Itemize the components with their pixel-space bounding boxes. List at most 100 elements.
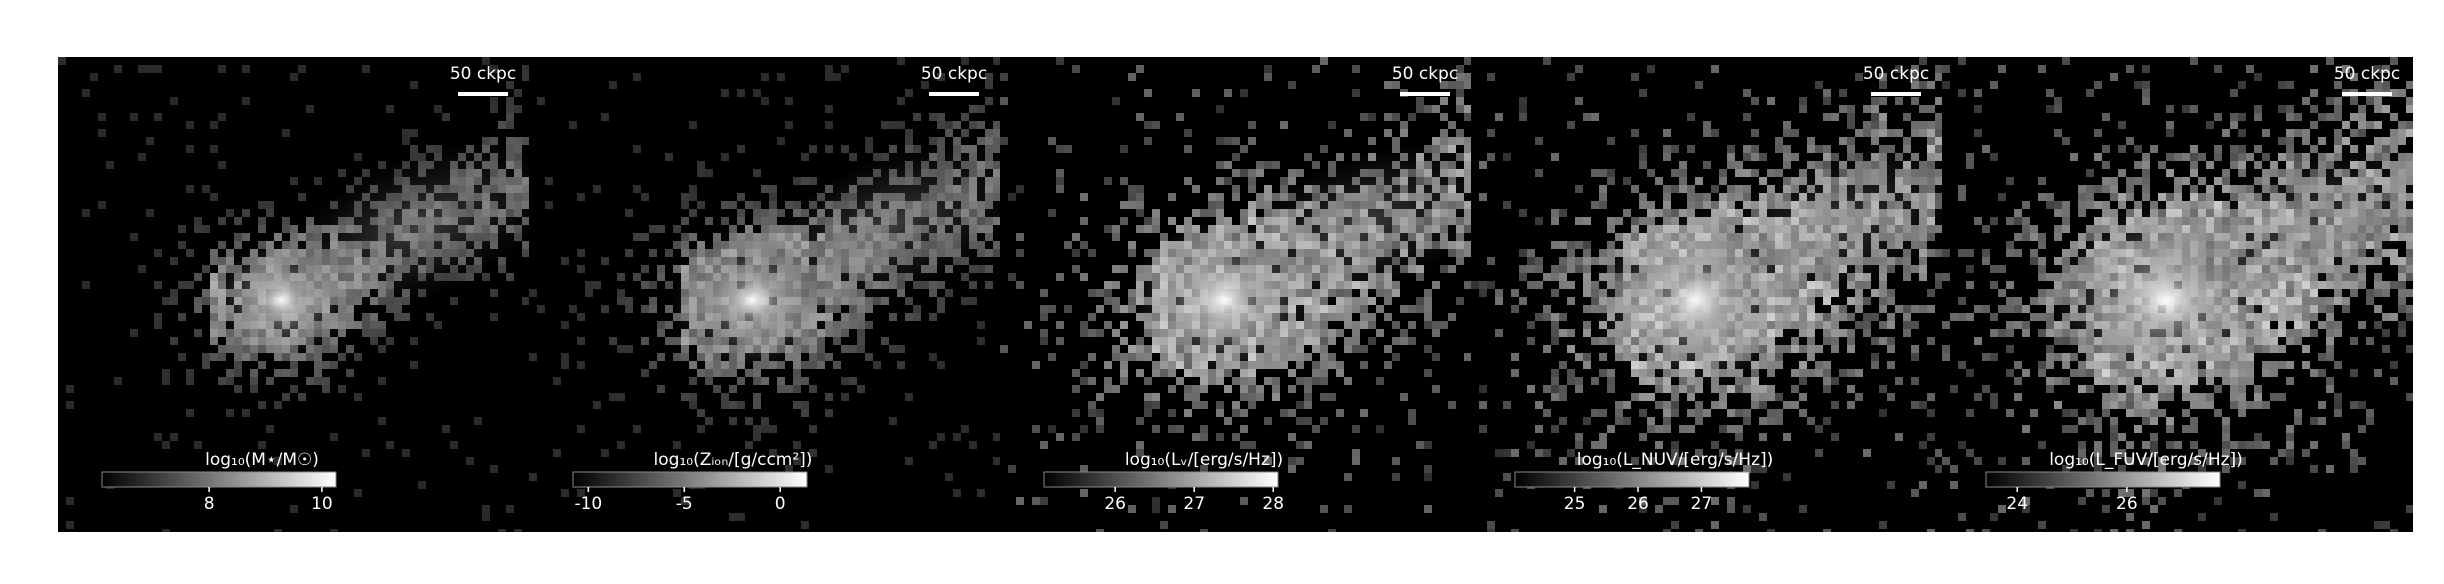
pixel — [777, 385, 785, 393]
pixel — [1831, 433, 1839, 441]
pixel — [426, 145, 434, 153]
pixel — [2110, 529, 2118, 532]
pixel — [1296, 353, 1304, 361]
pixel — [1919, 305, 1927, 313]
pixel — [1863, 121, 1871, 129]
pixel — [1767, 97, 1775, 105]
pixel — [1823, 145, 1831, 153]
pixel — [977, 121, 985, 129]
pixel — [1919, 121, 1927, 129]
pixel — [2094, 457, 2102, 465]
pixel — [1112, 97, 1120, 105]
pixel — [2046, 193, 2054, 201]
pixel — [1152, 361, 1160, 369]
pixel — [1743, 153, 1751, 161]
pixel — [1200, 401, 1208, 409]
pixel — [1088, 313, 1096, 321]
pixel — [1935, 249, 1942, 257]
pixel — [1224, 385, 1232, 393]
pixel — [1128, 353, 1136, 361]
pixel — [1966, 529, 1974, 532]
pixel — [322, 385, 330, 393]
pixel — [1767, 361, 1775, 369]
colorbar — [572, 471, 808, 488]
pixel — [1200, 209, 1208, 217]
pixel — [1982, 353, 1990, 361]
pixel — [673, 241, 681, 249]
pixel — [1815, 145, 1823, 153]
pixel — [1440, 81, 1448, 89]
pixel — [1256, 393, 1264, 401]
pixel — [1088, 353, 1096, 361]
pixel — [1839, 105, 1847, 113]
pixel — [2078, 185, 2086, 193]
pixel — [2238, 385, 2246, 393]
pixel — [929, 281, 937, 289]
pixel — [1256, 161, 1264, 169]
pixel — [737, 193, 745, 201]
pixel — [1144, 409, 1152, 417]
pixel — [1551, 289, 1559, 297]
pixel — [1799, 345, 1807, 353]
pixel — [625, 249, 633, 257]
pixel — [2094, 185, 2102, 193]
pixel — [2158, 457, 2166, 465]
pixel — [1839, 305, 1847, 313]
pixel — [961, 273, 969, 281]
pixel — [1607, 225, 1615, 233]
pixel — [130, 329, 138, 337]
colorbar-label: log₁₀(L_NUV/[erg/s/Hz]) — [1577, 450, 1774, 470]
pixel — [689, 121, 697, 129]
galaxy-image — [529, 57, 1000, 529]
pixel — [1320, 145, 1328, 153]
pixel — [1759, 385, 1767, 393]
pixel — [777, 73, 785, 81]
pixel — [1392, 473, 1400, 481]
pixel — [665, 249, 673, 257]
pixel — [1719, 401, 1727, 409]
pixel — [258, 201, 266, 209]
pixel — [82, 89, 90, 97]
pixel — [785, 97, 793, 105]
pixel — [1895, 65, 1903, 73]
pixel — [561, 321, 569, 329]
pixel — [1176, 425, 1184, 433]
pixel — [753, 393, 761, 401]
pixel — [1847, 113, 1855, 121]
pixel — [625, 209, 633, 217]
pixel — [673, 225, 681, 233]
pixel — [2070, 425, 2078, 433]
pixel — [2182, 425, 2190, 433]
pixel — [1216, 161, 1224, 169]
pixel — [2126, 401, 2134, 409]
pixel — [2190, 441, 2198, 449]
pixel — [2254, 145, 2262, 153]
pixel — [1424, 465, 1432, 473]
pixel — [1495, 289, 1503, 297]
pixel — [1799, 393, 1807, 401]
pixel — [697, 241, 705, 249]
pixel — [1998, 505, 2006, 513]
pixel — [1424, 505, 1432, 513]
pixel — [2014, 305, 2022, 313]
colorbar-tick-label: 28 — [1262, 494, 1284, 514]
pixel — [1487, 73, 1495, 81]
pixel — [1136, 345, 1144, 353]
pixel — [2190, 193, 2198, 201]
pixel — [2126, 441, 2134, 449]
pixel — [1982, 249, 1990, 257]
pixel — [1312, 425, 1320, 433]
pixel — [1168, 385, 1176, 393]
pixel — [2078, 457, 2086, 465]
pixel — [1879, 337, 1887, 345]
pixel — [1032, 497, 1040, 505]
pixel — [514, 89, 522, 97]
pixel — [1344, 321, 1352, 329]
pixel — [2142, 521, 2150, 529]
pixel — [993, 241, 1000, 249]
pixel — [146, 65, 154, 73]
pixel — [1120, 305, 1128, 313]
pixel — [1320, 369, 1328, 377]
pixel — [154, 249, 162, 257]
pixel — [522, 297, 529, 305]
